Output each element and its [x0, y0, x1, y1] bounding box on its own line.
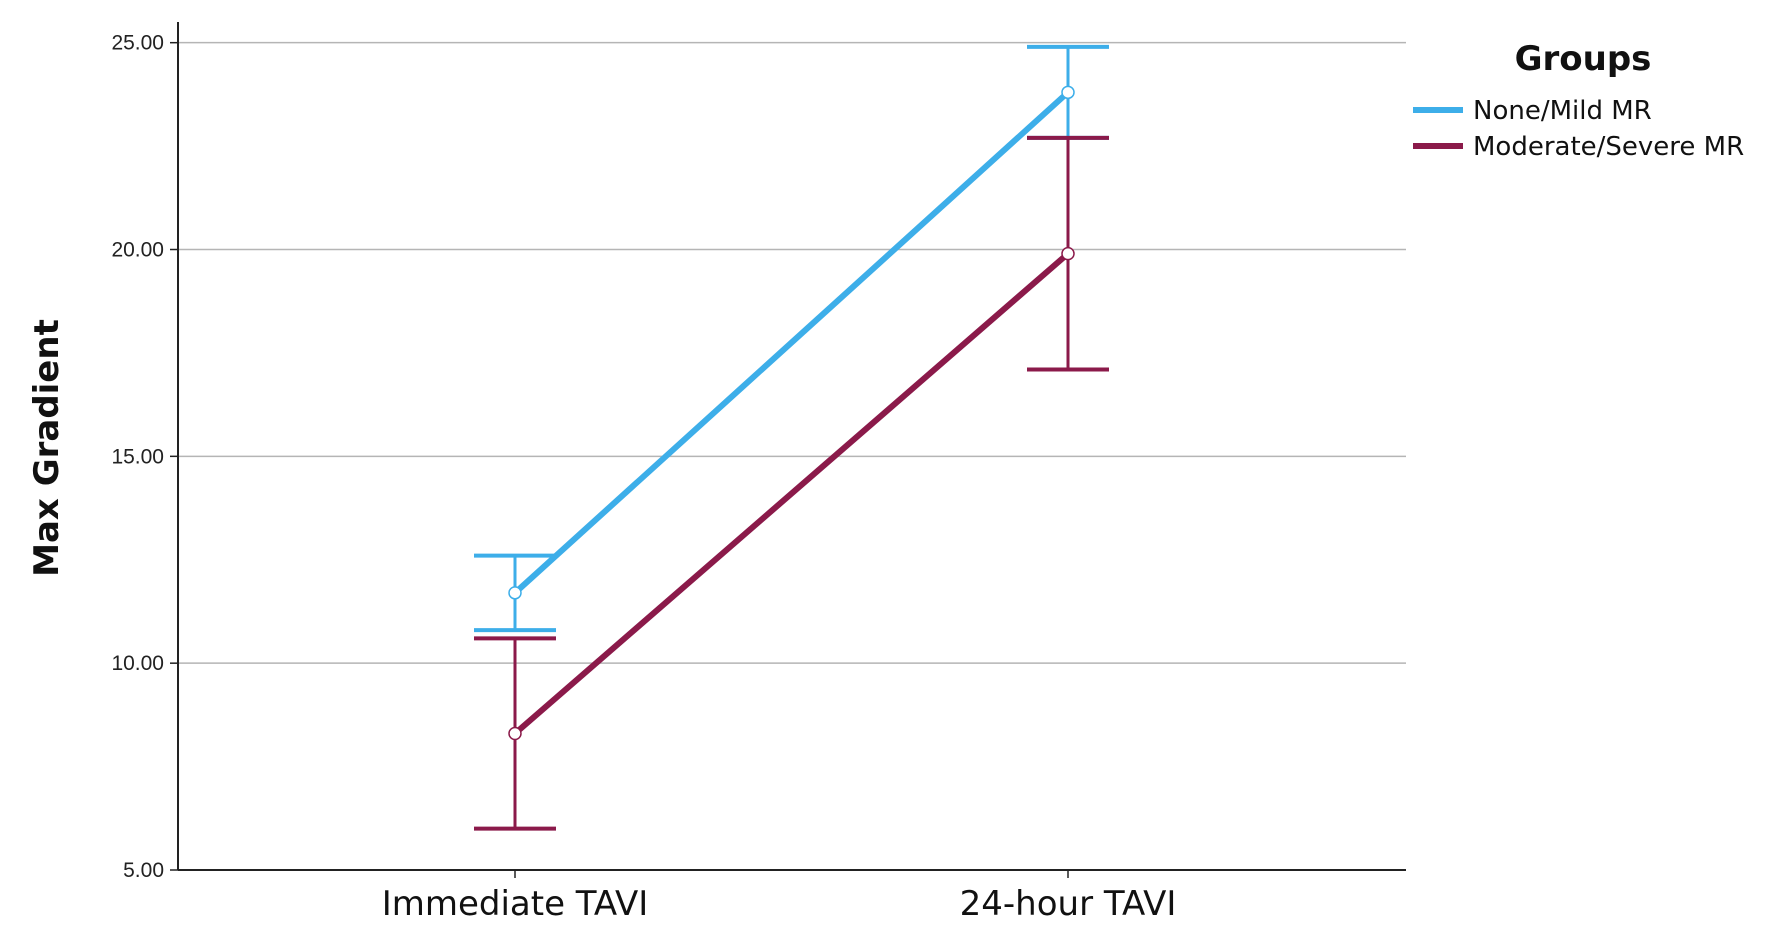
data-point — [508, 726, 522, 741]
x-tick-label: Immediate TAVI — [382, 884, 649, 924]
series-line — [512, 250, 1071, 737]
series-none-mild-mr — [474, 44, 1109, 633]
series-line — [512, 89, 1071, 596]
y-tick-label: 5.00 — [123, 859, 164, 882]
y-tick-label: 10.00 — [111, 652, 164, 675]
x-tick-label: 24-hour TAVI — [960, 884, 1177, 924]
y-tick-label: 15.00 — [111, 445, 164, 468]
data-point — [508, 586, 522, 600]
legend-label: None/Mild MR — [1473, 96, 1652, 126]
data-point — [1061, 246, 1075, 261]
y-tick-label: 25.00 — [111, 32, 164, 55]
legend-title: Groups — [1515, 39, 1652, 79]
data-point — [1061, 85, 1075, 100]
legend-label: Moderate/Severe MR — [1473, 132, 1744, 162]
y-axis-title: Max Gradient — [27, 319, 67, 577]
legend: Groups None/Mild MR Moderate/Severe MR — [1413, 39, 1744, 162]
series-moderate-severe-mr — [474, 135, 1109, 831]
y-tick-label: 20.00 — [111, 239, 164, 262]
axes: 5.00 10.00 15.00 20.00 25.00 Immediate TAVI 24… — [111, 22, 1406, 924]
gridlines — [178, 41, 1406, 871]
series-group — [474, 44, 1109, 831]
